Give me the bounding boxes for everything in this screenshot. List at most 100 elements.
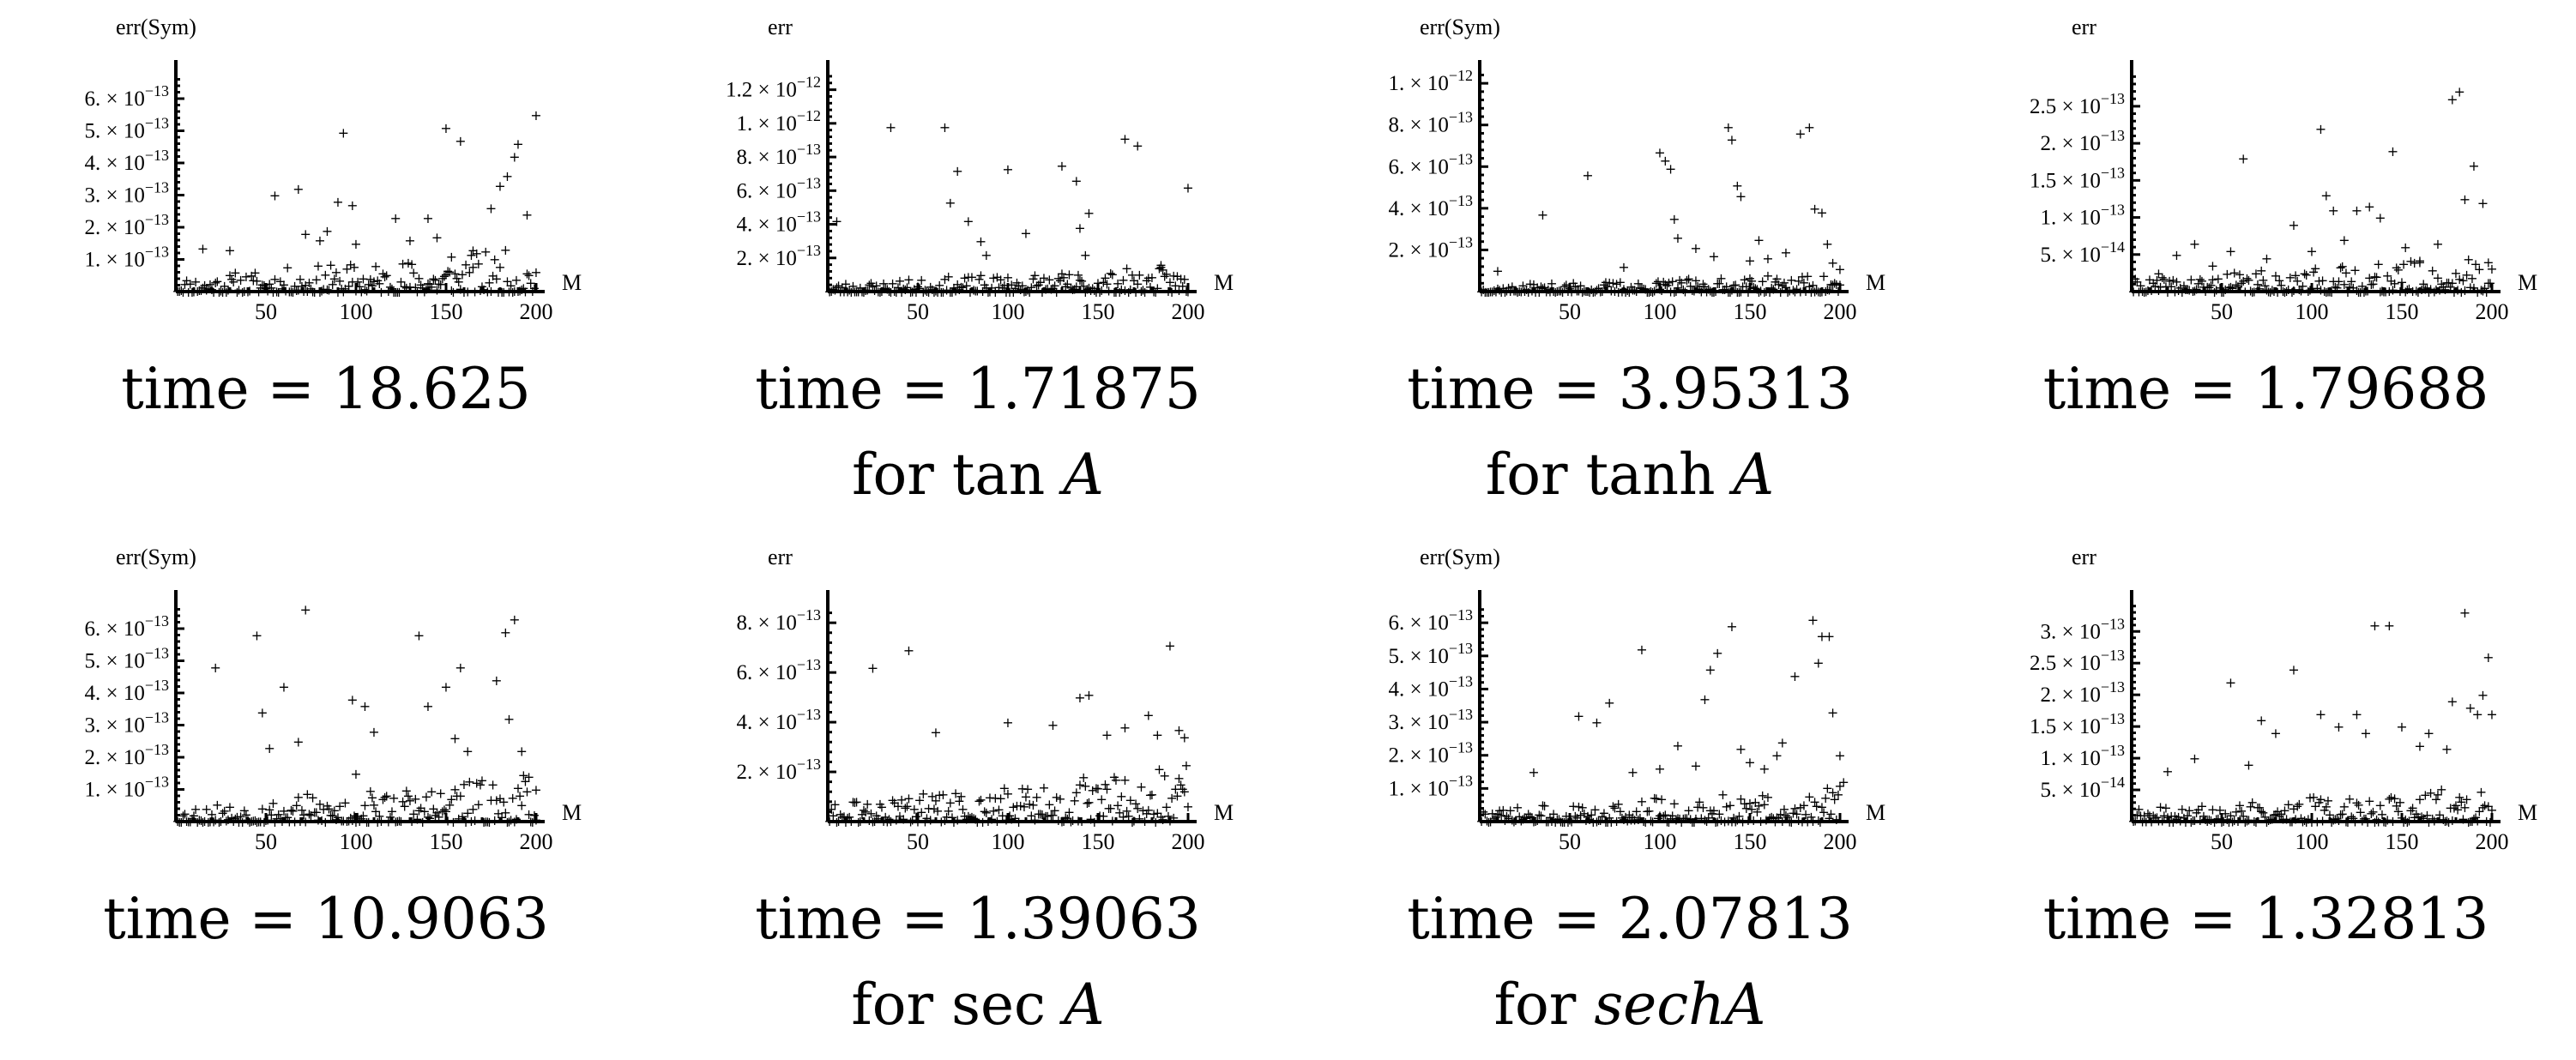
data-point: + bbox=[1660, 806, 1671, 822]
data-point: + bbox=[2314, 273, 2325, 289]
data-point: + bbox=[2155, 798, 2166, 815]
data-point: + bbox=[1801, 268, 1813, 284]
data-point: + bbox=[1765, 809, 1777, 825]
data-point: + bbox=[2205, 812, 2217, 828]
data-point: + bbox=[2276, 806, 2287, 822]
data-point: + bbox=[1508, 283, 1519, 299]
data-point: + bbox=[1708, 284, 1719, 300]
data-point: + bbox=[1642, 284, 1653, 300]
data-point: + bbox=[359, 281, 371, 298]
x-tick-label: 200 bbox=[1824, 299, 1857, 324]
data-point: + bbox=[2207, 271, 2218, 287]
data-point: + bbox=[1170, 278, 1181, 294]
data-point: + bbox=[1100, 270, 1111, 286]
data-point: + bbox=[1721, 798, 1732, 815]
data-point: + bbox=[1152, 280, 1163, 297]
data-point: + bbox=[304, 806, 315, 822]
data-point: + bbox=[2294, 796, 2305, 812]
x-tick-label: 150 bbox=[1082, 829, 1115, 854]
data-point: + bbox=[233, 281, 244, 298]
data-point: + bbox=[1501, 808, 1512, 824]
data-point: + bbox=[2248, 283, 2259, 299]
data-point: + bbox=[1744, 270, 1755, 286]
data-point: + bbox=[460, 256, 471, 273]
data-point: + bbox=[1105, 800, 1116, 816]
data-point: + bbox=[284, 814, 295, 830]
data-point: + bbox=[1505, 803, 1516, 819]
data-point: + bbox=[353, 279, 365, 295]
data-point: + bbox=[2353, 797, 2364, 813]
data-point: + bbox=[1071, 278, 1082, 294]
data-point: + bbox=[926, 788, 938, 804]
data-point: + bbox=[2432, 270, 2443, 286]
data-point: + bbox=[889, 283, 900, 299]
data-point: + bbox=[851, 283, 862, 299]
data-point: + bbox=[1119, 131, 1131, 148]
data-point: + bbox=[2194, 271, 2205, 287]
data-point: + bbox=[849, 794, 860, 810]
data-point: + bbox=[209, 274, 220, 291]
data-point: + bbox=[1492, 280, 1503, 297]
data-point: + bbox=[1058, 269, 1069, 286]
data-point: + bbox=[2374, 797, 2386, 813]
data-point: + bbox=[838, 808, 849, 824]
data-point: + bbox=[2198, 279, 2209, 295]
data-point: + bbox=[957, 280, 968, 296]
data-point: + bbox=[1621, 813, 1632, 829]
data-point: + bbox=[2484, 274, 2495, 291]
data-point: + bbox=[2369, 268, 2380, 285]
data-point: + bbox=[1553, 810, 1565, 827]
data-point: + bbox=[1161, 799, 1172, 816]
data-point: + bbox=[984, 284, 995, 300]
data-point: + bbox=[1101, 275, 1113, 292]
data-point: + bbox=[2253, 799, 2265, 816]
data-point: + bbox=[370, 803, 381, 819]
data-point: + bbox=[2363, 270, 2374, 286]
data-point: + bbox=[1083, 205, 1095, 221]
data-point: + bbox=[2150, 810, 2161, 826]
data-point: + bbox=[206, 806, 217, 822]
data-point: + bbox=[2427, 810, 2438, 827]
data-point: + bbox=[1591, 282, 1602, 298]
data-point: + bbox=[1141, 273, 1152, 289]
data-point: + bbox=[1159, 768, 1170, 784]
data-point: + bbox=[1710, 283, 1721, 299]
data-point: + bbox=[2187, 812, 2199, 828]
data-point: + bbox=[1577, 284, 1588, 300]
data-point: + bbox=[2387, 143, 2398, 160]
data-point: + bbox=[1015, 798, 1026, 814]
data-point: + bbox=[1660, 276, 1671, 292]
data-point: + bbox=[1046, 281, 1057, 298]
data-point: + bbox=[1722, 119, 1734, 136]
data-point: + bbox=[956, 279, 967, 295]
data-point: + bbox=[1062, 275, 1073, 292]
data-point: + bbox=[487, 268, 498, 284]
y-tick-label: 8. × 10−13 bbox=[736, 141, 821, 169]
data-point: + bbox=[835, 806, 846, 822]
data-point: + bbox=[2142, 282, 2153, 298]
data-point: + bbox=[1582, 283, 1593, 299]
data-point: + bbox=[2374, 210, 2386, 226]
data-point: + bbox=[1155, 257, 1167, 274]
data-point: + bbox=[1139, 813, 1150, 829]
data-point: + bbox=[525, 814, 536, 830]
data-point: + bbox=[464, 264, 475, 280]
data-point: + bbox=[2477, 799, 2489, 816]
data-point: + bbox=[253, 814, 264, 830]
data-point: + bbox=[946, 810, 957, 826]
data-point: + bbox=[397, 793, 408, 810]
data-point: + bbox=[212, 797, 223, 813]
data-point: + bbox=[199, 277, 210, 293]
data-point: + bbox=[2199, 283, 2211, 299]
data-point: + bbox=[1101, 781, 1113, 798]
data-point: + bbox=[184, 275, 196, 292]
data-point: + bbox=[1040, 280, 1051, 297]
data-point: + bbox=[1757, 787, 1768, 804]
data-point: + bbox=[2162, 763, 2173, 780]
data-point: + bbox=[2410, 806, 2422, 822]
data-point: + bbox=[1047, 280, 1059, 297]
data-point: + bbox=[2477, 283, 2489, 299]
data-point: + bbox=[1144, 787, 1155, 804]
data-point: + bbox=[2326, 284, 2337, 300]
data-point: + bbox=[2466, 813, 2477, 829]
